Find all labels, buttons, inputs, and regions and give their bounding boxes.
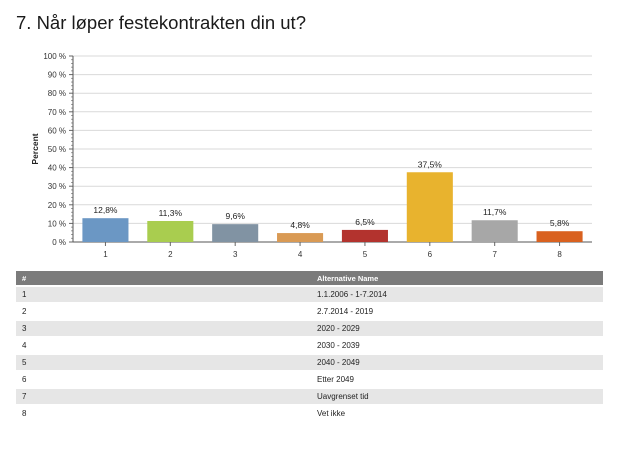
row-alternative: Vet ikke	[311, 406, 603, 421]
table-row: 8 Vet ikke	[16, 406, 603, 421]
row-alternative: 2.7.2014 - 2019	[311, 304, 603, 319]
bar	[277, 233, 324, 242]
row-number: 5	[16, 355, 311, 370]
y-tick-label: 70 %	[48, 108, 66, 117]
row-number: 6	[16, 372, 311, 387]
bar	[212, 224, 259, 242]
bar	[536, 231, 583, 242]
row-number: 3	[16, 321, 311, 336]
bar	[341, 229, 388, 242]
x-tick-label: 2	[168, 250, 173, 259]
data-label: 37,5%	[418, 159, 443, 169]
header-number: #	[16, 271, 311, 285]
row-number: 7	[16, 389, 311, 404]
y-tick-label: 30 %	[48, 182, 66, 191]
x-tick-label: 3	[233, 250, 238, 259]
bar	[147, 220, 194, 242]
bar	[406, 172, 453, 242]
y-tick-label: 80 %	[48, 89, 66, 98]
row-alternative: Etter 2049	[311, 372, 603, 387]
y-tick-label: 100 %	[43, 52, 66, 61]
row-alternative: Uavgrenset tid	[311, 389, 603, 404]
bar-chart: 0 % 10 % 20 % 30 % 40 % 50 % 60 % 70 % 80 % 90 % 1…	[30, 52, 592, 259]
y-tick-label: 40 %	[48, 164, 66, 173]
data-label: 6,5%	[355, 217, 375, 227]
x-tick-label: 6	[428, 250, 433, 259]
y-tick-label: 20 %	[48, 201, 66, 210]
x-tick-label: 8	[557, 250, 562, 259]
page-title: 7. Når løper festekontrakten din ut?	[16, 12, 306, 33]
data-label: 5,8%	[550, 218, 570, 228]
row-alternative: 1.1.2006 - 1-7.2014	[311, 287, 603, 302]
header-alternative-name: Alternative Name	[311, 271, 603, 285]
x-tick-label: 5	[363, 250, 368, 259]
row-number: 4	[16, 338, 311, 353]
table-row: 5 2040 - 2049	[16, 355, 603, 370]
row-number: 1	[16, 287, 311, 302]
row-number: 2	[16, 304, 311, 319]
x-tick-label: 7	[492, 250, 497, 259]
y-tick-label: 50 %	[48, 145, 66, 154]
x-tick-label: 1	[103, 250, 108, 259]
data-label: 12,8%	[93, 205, 118, 215]
table-header-row: # Alternative Name	[16, 271, 603, 285]
y-tick-label: 10 %	[48, 219, 66, 228]
data-label: 11,3%	[159, 208, 183, 218]
row-alternative: 2020 - 2029	[311, 321, 603, 336]
data-label: 4,8%	[290, 220, 310, 230]
row-alternative: 2040 - 2049	[311, 355, 603, 370]
y-tick-label: 90 %	[48, 71, 66, 80]
row-alternative: 2030 - 2039	[311, 338, 603, 353]
y-tick-label: 0 %	[52, 238, 66, 247]
y-tick-label: 60 %	[48, 126, 66, 135]
table-row: 2 2.7.2014 - 2019	[16, 304, 603, 319]
row-number: 8	[16, 406, 311, 421]
table-row: 7 Uavgrenset tid	[16, 389, 603, 404]
alternatives-table: # Alternative Name 1 1.1.2006 - 1-7.2014…	[16, 269, 603, 423]
table-row: 6 Etter 2049	[16, 372, 603, 387]
table-row: 4 2030 - 2039	[16, 338, 603, 353]
bar	[471, 220, 518, 242]
data-label: 9,6%	[226, 211, 246, 221]
data-label: 11,7%	[483, 207, 507, 217]
bar	[82, 218, 129, 242]
table-row: 3 2020 - 2029	[16, 321, 603, 336]
y-axis-title: Percent	[30, 133, 40, 164]
x-tick-label: 4	[298, 250, 303, 259]
table-row: 1 1.1.2006 - 1-7.2014	[16, 287, 603, 302]
